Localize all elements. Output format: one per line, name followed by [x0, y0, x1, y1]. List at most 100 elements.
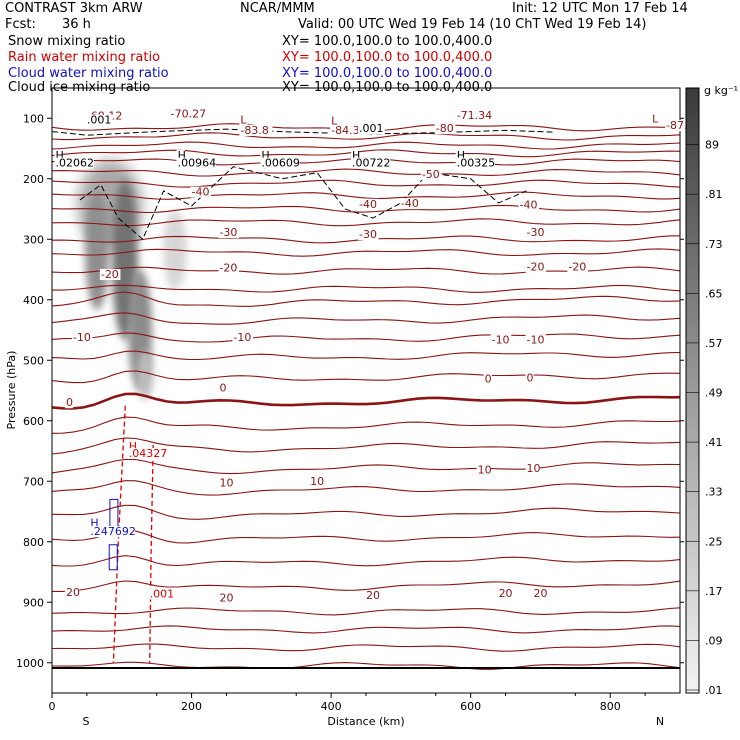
- colorbar-label: .81: [705, 188, 723, 201]
- snow-label-bg: [455, 149, 464, 161]
- cloud-water-label-bg: [89, 526, 135, 538]
- rain-contour-right: [149, 444, 154, 663]
- y-tick-label: 300: [23, 233, 44, 246]
- temperature-label-bg: [483, 373, 492, 385]
- isotherm: [52, 350, 680, 361]
- temperature-label: 0: [526, 371, 533, 384]
- isotherm: [52, 370, 680, 384]
- snow-label-bg: [176, 157, 216, 169]
- temperature-label-bg: [525, 334, 547, 346]
- temperature-label-bg: [169, 108, 209, 120]
- temperature-label-bg: [567, 261, 588, 273]
- temperature-label-bg: [99, 268, 121, 280]
- temperature-extremum-bg: [330, 115, 339, 127]
- temperature-label: -10: [73, 331, 91, 344]
- temperature-label: 10: [310, 475, 324, 488]
- temperature-label: 10: [478, 463, 492, 476]
- isotherm: [52, 661, 680, 670]
- temperature-extremum-bg: [651, 113, 660, 125]
- temperature-label-bg: [525, 227, 547, 239]
- y-tick-label: 400: [23, 294, 44, 307]
- cloud-ice-top: [52, 128, 555, 136]
- snow-label-bg: [54, 157, 94, 169]
- snow-plume-tail: [137, 350, 153, 400]
- legend-rain-xy: XY= 100.0,100.0 to 100.0,400.0: [282, 50, 493, 65]
- isotherm: [52, 437, 680, 455]
- endpoint-north: N: [656, 715, 664, 728]
- temperature-label-bg: [399, 198, 421, 210]
- temperature-label-bg: [420, 169, 442, 181]
- isotherm: [52, 218, 680, 227]
- y-tick-label: 100: [23, 112, 44, 125]
- colorbar-label: .33: [705, 486, 723, 499]
- x-tick-label: 400: [321, 700, 342, 713]
- snow-label-bg: [260, 157, 300, 169]
- snow-label: .001: [359, 122, 384, 135]
- temperature-label: 0: [219, 382, 226, 395]
- temperature-label: -70.27: [171, 108, 206, 121]
- colorbar-label: .09: [705, 634, 723, 647]
- snow-label: H: [261, 149, 269, 162]
- snow-label-bg: [260, 149, 269, 161]
- temperature-label: -10: [526, 333, 544, 346]
- snow-label: .00964: [178, 157, 217, 170]
- y-tick-label: 600: [23, 415, 44, 428]
- snow-plume-left: [85, 190, 109, 310]
- temperature-label-bg: [532, 587, 547, 599]
- temperature-label: -10: [233, 331, 251, 344]
- legend-rain-name: Rain water mixing ratio: [8, 50, 161, 65]
- colorbar-label: 89: [705, 139, 719, 152]
- colorbar-label: .41: [705, 436, 723, 449]
- organization-label: NCAR/MMM: [240, 1, 315, 16]
- temperature-label-bg: [365, 590, 380, 602]
- isotherm: [52, 132, 680, 141]
- isotherm: [52, 149, 680, 158]
- temperature-label: -40: [192, 186, 210, 199]
- snow-label-bg: [358, 123, 385, 135]
- snow-label: H: [457, 149, 465, 162]
- colorbar-label: .01: [705, 684, 723, 697]
- temperature-label-bg: [358, 229, 379, 241]
- cloud-water-contour: [108, 544, 118, 571]
- temperature-label: -40: [359, 198, 377, 211]
- snow-label: .001: [87, 114, 112, 127]
- temperature-label-bg: [71, 331, 93, 343]
- temperature-label-bg: [455, 109, 495, 121]
- colorbar-label: .49: [705, 387, 723, 400]
- colorbar-label: .57: [705, 337, 723, 350]
- colorbar: g kg⁻¹ 89 .81 .73 .65 .57 .49 .41 .33 .25 .17 .09.…: [685, 84, 738, 697]
- temperature-label: 20: [219, 592, 233, 605]
- colorbar-ticks: 89 .81 .73 .65 .57 .49 .41 .33 .25 .17 .09 .01: [686, 139, 723, 697]
- colorbar-unit: g kg⁻¹: [704, 84, 738, 97]
- isotherm: [52, 625, 680, 634]
- temperature-label-bg: [665, 120, 699, 132]
- y-axis-label: Pressure (hPa): [5, 351, 18, 430]
- isotherm: [52, 480, 680, 496]
- rain-contour-lines: [112, 405, 154, 663]
- x-tick-label: 0: [49, 700, 56, 713]
- contour-labels: -69.12-70.27-71.34-83.8-84.37-87.1-80-50…: [54, 108, 699, 605]
- temperature-label: 20: [499, 587, 513, 600]
- temperature-label: 20: [533, 587, 547, 600]
- x-tick-label: 600: [460, 700, 481, 713]
- zero-isotherm: [52, 392, 680, 410]
- temperature-label-bg: [358, 198, 379, 210]
- temperature-label: -83.8: [240, 124, 268, 137]
- temperature-label-bg: [490, 334, 512, 346]
- snow-label-bg: [351, 149, 360, 161]
- temperature-label: -20: [526, 261, 544, 274]
- isotherm: [52, 141, 680, 150]
- snow-label: .00325: [457, 157, 496, 170]
- temperature-label-bg: [218, 477, 233, 489]
- snow-label-bg: [85, 114, 113, 126]
- x-axis-label: Distance (km): [327, 715, 404, 728]
- temperature-extremum-bg: [239, 114, 248, 126]
- temperature-label: -20: [101, 268, 119, 281]
- temperature-label-bg: [218, 592, 233, 604]
- forecast-hours: 36 h: [62, 17, 91, 32]
- rain-label: .04327: [129, 447, 168, 460]
- isotherm: [52, 416, 680, 434]
- temperature-label-bg: [218, 227, 240, 239]
- init-time: Init: 12 UTC Mon 17 Feb 14: [512, 1, 688, 16]
- y-tick-label: 800: [23, 536, 44, 549]
